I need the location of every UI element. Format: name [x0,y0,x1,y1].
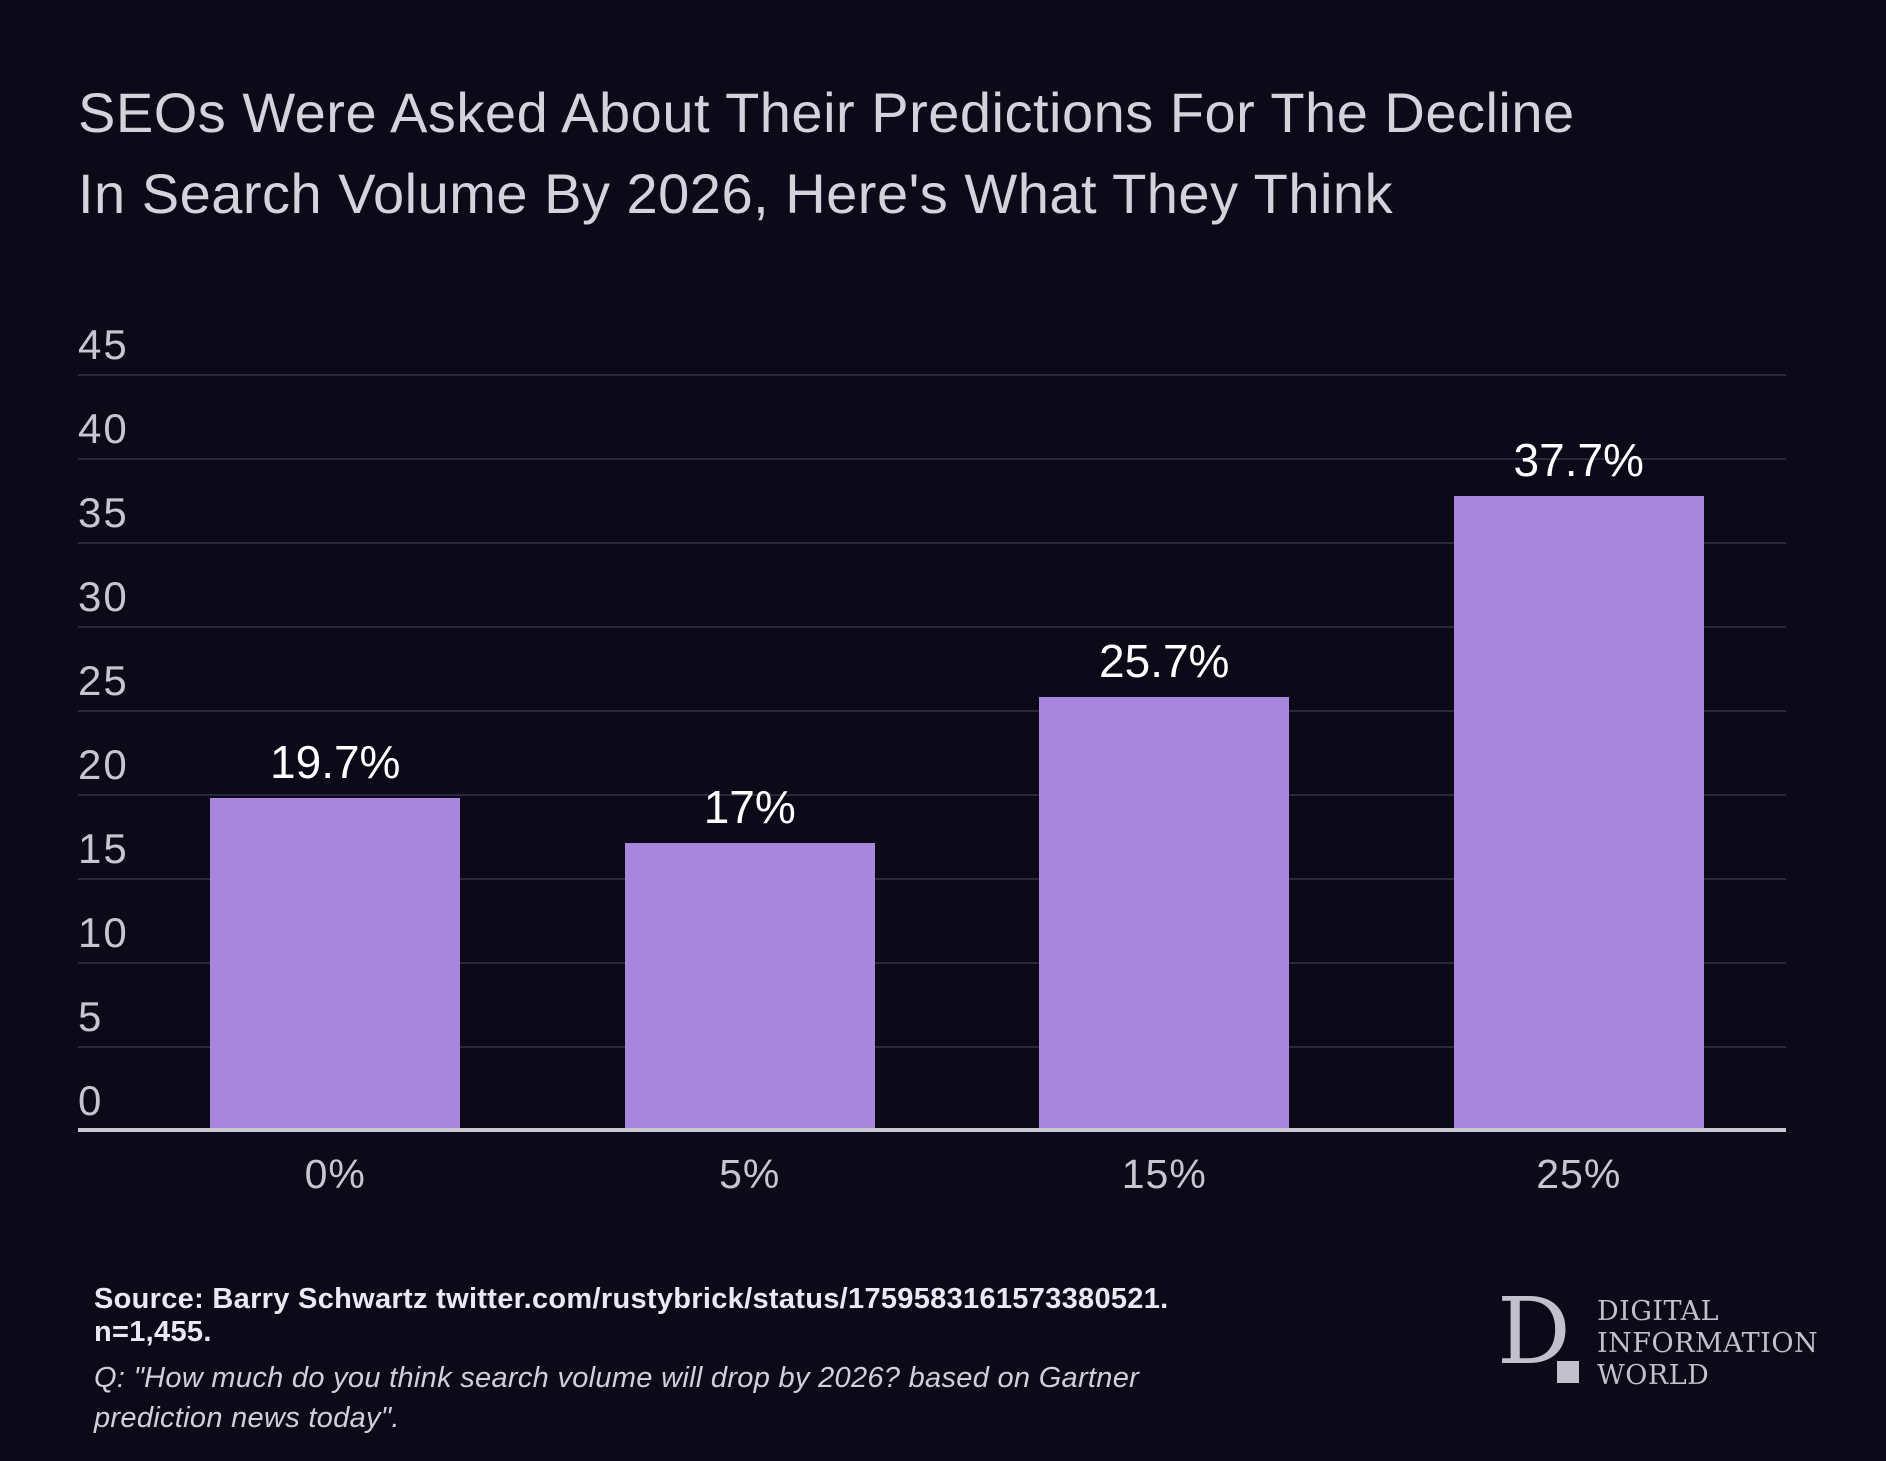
logo-word-world: WORLD [1597,1359,1710,1391]
bar-15% [1039,697,1290,1129]
y-tick-label-30: 30 [78,573,129,620]
chart-title-line-2: In Search Volume By 2026, Here's What Th… [78,162,1394,226]
gridline-30 [78,626,1786,628]
bar-5% [624,843,875,1129]
question-line-1: Q: "How much do you think search volume … [94,1362,1140,1394]
y-tick-label-25: 25 [78,657,129,704]
chart-title-line-1: SEOs Were Asked About Their Predictions … [78,81,1575,144]
logo-word-information: INFORMATION [1597,1327,1819,1359]
bar-value-label-5%: 17% [703,781,796,834]
gridline-20 [78,794,1786,796]
x-tick-label-5%: 5% [719,1151,781,1197]
x-axis-baseline [78,1128,1786,1132]
bar-value-label-0%: 19.7% [270,736,401,789]
gridline-35 [78,542,1786,544]
logo-word-digital: DIGITAL [1597,1296,1720,1327]
logo-wordmark: DIGITAL INFORMATION WORLD [1597,1290,1818,1392]
bar-value-label-25%: 37.7% [1513,433,1644,486]
source-line: Source: Barry Schwartz twitter.com/rusty… [94,1283,1169,1348]
gridline-25 [78,710,1786,712]
bar-value-label-15%: 25.7% [1099,635,1230,688]
y-tick-label-15: 15 [78,825,129,872]
y-tick-label-10: 10 [78,909,129,956]
bar-0% [210,798,461,1129]
question-line-2: prediction news today". [94,1402,400,1435]
gridline-45 [78,374,1786,376]
x-tick-label-15%: 15% [1121,1151,1207,1197]
y-tick-label-35: 35 [78,489,129,536]
diw-logo: D DIGITAL INFORMATION WORLD [1497,1286,1818,1392]
y-tick-label-45: 45 [78,321,129,368]
bar-25% [1453,495,1704,1129]
y-tick-label-20: 20 [78,741,129,788]
x-tick-label-0%: 0% [304,1151,366,1197]
y-tick-label-5: 5 [78,993,104,1040]
chart-title: SEOs Were Asked About Their Predictions … [78,72,1838,234]
bar-chart-plot: 0 5 10 15 20 25 30 35 40 45 19.7% 0% 17% 5% 25.7% 15% 37… [78,324,1786,1195]
gridline-40 [78,458,1786,460]
y-tick-label-0: 0 [78,1077,104,1124]
gridline-10 [78,962,1786,964]
footer: Source: Barry Schwartz twitter.com/rusty… [94,1283,1294,1438]
y-tick-label-40: 40 [78,405,129,452]
logo-square-icon [1557,1361,1579,1383]
x-tick-label-25%: 25% [1536,1151,1622,1197]
logo-monogram-block: D [1497,1286,1597,1385]
gridline-15 [78,878,1786,880]
gridline-5 [78,1046,1786,1048]
